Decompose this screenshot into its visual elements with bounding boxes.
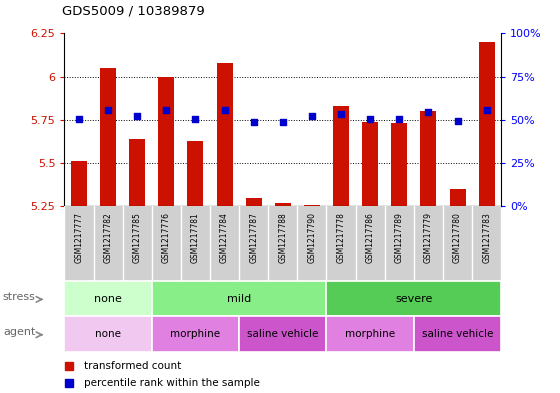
- Text: transformed count: transformed count: [84, 361, 181, 371]
- Text: GSM1217787: GSM1217787: [249, 212, 258, 263]
- Text: mild: mild: [227, 294, 251, 304]
- Text: GSM1217783: GSM1217783: [482, 212, 491, 263]
- Bar: [362, 121, 378, 206]
- Bar: [71, 162, 87, 206]
- Bar: [391, 123, 407, 206]
- Text: saline vehicle: saline vehicle: [422, 329, 493, 339]
- Point: [104, 107, 113, 114]
- Point: [133, 112, 142, 119]
- Point: [191, 116, 200, 122]
- Point: [395, 116, 404, 122]
- Text: GSM1217778: GSM1217778: [337, 212, 346, 263]
- Point: [249, 118, 258, 125]
- Text: GSM1217777: GSM1217777: [74, 212, 83, 263]
- Text: GSM1217776: GSM1217776: [162, 212, 171, 263]
- Bar: [479, 42, 494, 206]
- Text: GSM1217785: GSM1217785: [133, 212, 142, 263]
- Bar: [275, 203, 291, 206]
- Point: [366, 116, 375, 122]
- Point: [278, 119, 287, 126]
- Point: [307, 112, 316, 119]
- Text: GSM1217779: GSM1217779: [424, 212, 433, 263]
- Text: GSM1217788: GSM1217788: [278, 212, 287, 263]
- Point: [220, 107, 229, 114]
- Bar: [158, 77, 174, 206]
- Bar: [450, 189, 465, 206]
- Point: [482, 107, 491, 114]
- Point: [162, 107, 171, 114]
- Text: GSM1217786: GSM1217786: [366, 212, 375, 263]
- Text: GSM1217782: GSM1217782: [104, 212, 113, 263]
- Text: GSM1217780: GSM1217780: [453, 212, 462, 263]
- Text: GSM1217784: GSM1217784: [220, 212, 229, 263]
- Text: GSM1217790: GSM1217790: [307, 212, 316, 263]
- Point: [74, 116, 83, 122]
- Text: none: none: [95, 329, 121, 339]
- Point: [337, 111, 346, 117]
- Text: morphine: morphine: [170, 329, 221, 339]
- Text: agent: agent: [3, 327, 35, 337]
- Text: severe: severe: [395, 294, 432, 304]
- Bar: [100, 68, 116, 206]
- Bar: [129, 139, 145, 206]
- Bar: [304, 205, 320, 206]
- Text: GDS5009 / 10389879: GDS5009 / 10389879: [62, 5, 204, 18]
- Text: morphine: morphine: [345, 329, 395, 339]
- Bar: [333, 106, 349, 206]
- Text: none: none: [94, 294, 122, 304]
- Bar: [217, 63, 232, 206]
- Text: GSM1217789: GSM1217789: [395, 212, 404, 263]
- Text: stress: stress: [3, 292, 35, 302]
- Point: [453, 118, 462, 124]
- Text: saline vehicle: saline vehicle: [247, 329, 319, 339]
- Point: [424, 109, 433, 115]
- Bar: [246, 198, 262, 206]
- Text: percentile rank within the sample: percentile rank within the sample: [84, 378, 260, 387]
- Bar: [188, 141, 203, 206]
- Text: GSM1217781: GSM1217781: [191, 212, 200, 263]
- Bar: [421, 111, 436, 206]
